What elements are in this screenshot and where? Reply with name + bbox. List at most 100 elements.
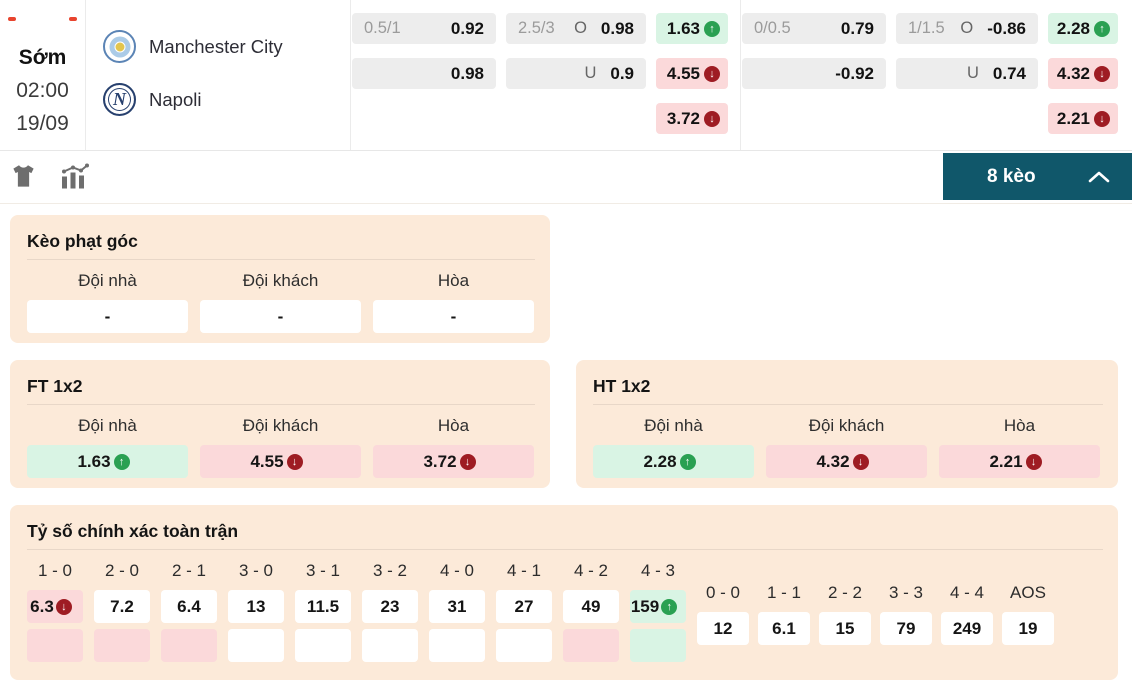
1x2-home-odd[interactable]: 1.63: [656, 13, 728, 44]
ou-line: 2.5/3: [518, 19, 555, 37]
score-odd[interactable]: 249: [941, 612, 993, 645]
score-odd[interactable]: 7.2: [94, 590, 150, 623]
1x2-draw-odd[interactable]: 2.21: [1048, 103, 1118, 134]
handicap-home-odd[interactable]: 0.5/1 0.92: [352, 13, 496, 44]
divider: [593, 404, 1103, 405]
divider: [27, 259, 535, 260]
ft-away-odd[interactable]: 4.55: [200, 445, 361, 478]
1x2-away-odd[interactable]: 4.55: [656, 58, 728, 89]
odd-value: 4.32: [1056, 63, 1090, 83]
ft-draw-odd[interactable]: 3.72: [373, 445, 534, 478]
1x2-away-odd[interactable]: 4.32: [1048, 58, 1118, 89]
ft-1x2-card: FT 1x2 Đội nhà 1.63 Đội khách 4.55 Hòa 3…: [10, 360, 550, 488]
away-team-row[interactable]: N Napoli: [103, 83, 201, 116]
card-title: HT 1x2: [593, 376, 651, 396]
score-group-draws: 0 - 0 12 1 - 1 6.1 2 - 2 15 3 - 3 79 4 -…: [697, 582, 1054, 645]
score-odd-next-row[interactable]: [429, 629, 485, 662]
trend-up-icon: [113, 453, 130, 470]
odd-value: 0.9: [610, 63, 634, 83]
score-odd[interactable]: 159: [630, 590, 686, 623]
match-row: Sớm 02:00 19/09 Manchester City N Napoli…: [0, 0, 1132, 151]
trend-down-icon: [852, 453, 869, 470]
trend-up-icon: [661, 598, 678, 615]
score-odd-next-row[interactable]: [362, 629, 418, 662]
score-odd-next-row[interactable]: [295, 629, 351, 662]
column-header-draw: Hòa: [437, 271, 470, 290]
over-odd[interactable]: 2.5/3 O 0.98: [506, 13, 646, 44]
ft-home-odd[interactable]: 1.63: [27, 445, 188, 478]
score-odd[interactable]: 49: [563, 590, 619, 623]
ht-draw-odd[interactable]: 2.21: [939, 445, 1100, 478]
trend-up-icon: [704, 20, 720, 37]
odd-value: 0.92: [450, 18, 484, 38]
score-odd[interactable]: 11.5: [295, 590, 351, 623]
odd-value: 2.21: [989, 451, 1023, 471]
score-odd-next-row[interactable]: [27, 629, 83, 662]
score-odd[interactable]: 13: [228, 590, 284, 623]
away-team-name: Napoli: [149, 88, 202, 110]
score-odd-next-row[interactable]: [228, 629, 284, 662]
1x2-home-odd[interactable]: 2.28: [1048, 13, 1118, 44]
ht-away-odd[interactable]: 4.32: [766, 445, 927, 478]
odds-count-collapse-button[interactable]: 8 kèo: [943, 153, 1132, 200]
score-odd[interactable]: 23: [362, 590, 418, 623]
score-label: 4 - 4: [949, 583, 985, 602]
ht-1x2-card: HT 1x2 Đội nhà 2.28 Đội khách 4.32 Hòa 2…: [576, 360, 1118, 488]
over-odd[interactable]: 1/1.5 O -0.86: [896, 13, 1038, 44]
under-odd[interactable]: U 0.74: [896, 58, 1038, 89]
handicap-home-odd[interactable]: 0/0.5 0.79: [742, 13, 886, 44]
score-odd-next-row[interactable]: [161, 629, 217, 662]
odd-value: 2.28: [643, 451, 677, 471]
score-odd[interactable]: 12: [697, 612, 749, 645]
corner-draw-odd[interactable]: -: [373, 300, 534, 333]
ht-home-odd[interactable]: 2.28: [593, 445, 754, 478]
trend-down-icon: [1025, 453, 1042, 470]
score-odd[interactable]: 6.1: [758, 612, 810, 645]
trend-down-icon: [704, 110, 720, 127]
under-odd[interactable]: U 0.9: [506, 58, 646, 89]
column-header-draw: Hòa: [1003, 416, 1036, 435]
score-odd[interactable]: 31: [429, 590, 485, 623]
score-label: 4 - 0: [439, 561, 475, 580]
score-odd[interactable]: 27: [496, 590, 552, 623]
1x2-draw-odd[interactable]: 3.72: [656, 103, 728, 134]
red-card-marker-away: [69, 17, 77, 21]
handicap-away-odd[interactable]: 0.98: [352, 58, 496, 89]
odd-value: 4.55: [250, 451, 284, 471]
score-odd-next-row[interactable]: [563, 629, 619, 662]
score-odd[interactable]: 6.3: [27, 590, 83, 623]
score-label: 4 - 1: [506, 561, 542, 580]
odd-value: 0.74: [992, 63, 1026, 83]
score-label: 1 - 1: [766, 583, 802, 602]
corner-home-odd[interactable]: -: [27, 300, 188, 333]
card-title: FT 1x2: [27, 376, 83, 396]
score-label: 3 - 2: [372, 561, 408, 580]
under-label: U: [584, 64, 597, 82]
column-header-away: Đội khách: [242, 271, 319, 290]
stats-chart-icon[interactable]: [60, 163, 89, 196]
handicap-away-odd[interactable]: -0.92: [742, 58, 886, 89]
correct-score-card: Tỷ số chính xác toàn trận 1 - 0 6.3 2 - …: [10, 505, 1118, 680]
odd-value: 2.28: [1056, 18, 1090, 38]
match-date: 19/09: [16, 112, 69, 135]
trend-down-icon: [55, 598, 72, 615]
odds-count-label: 8 kèo: [987, 165, 1036, 187]
score-odd[interactable]: 6.4: [161, 590, 217, 623]
jersey-icon[interactable]: [10, 163, 37, 195]
odd-value: 2.21: [1056, 108, 1090, 128]
score-odd[interactable]: 19: [1002, 612, 1054, 645]
odd-value: -0.86: [987, 18, 1026, 38]
score-label: 3 - 3: [888, 583, 924, 602]
card-title: Kèo phạt góc: [27, 231, 138, 251]
corner-away-odd[interactable]: -: [200, 300, 361, 333]
score-odd-next-row[interactable]: [94, 629, 150, 662]
score-odd-next-row[interactable]: [630, 629, 686, 662]
odds-group-ft: 0.5/1 0.92 2.5/3 O 0.98 1.63 0.98 U 0.9 …: [352, 13, 728, 134]
score-odd[interactable]: 15: [819, 612, 871, 645]
score-label: 3 - 0: [238, 561, 274, 580]
score-odd[interactable]: 79: [880, 612, 932, 645]
home-team-row[interactable]: Manchester City: [103, 30, 283, 63]
trend-down-icon: [286, 453, 303, 470]
score-odd-next-row[interactable]: [496, 629, 552, 662]
column-header-draw: Hòa: [437, 416, 470, 435]
